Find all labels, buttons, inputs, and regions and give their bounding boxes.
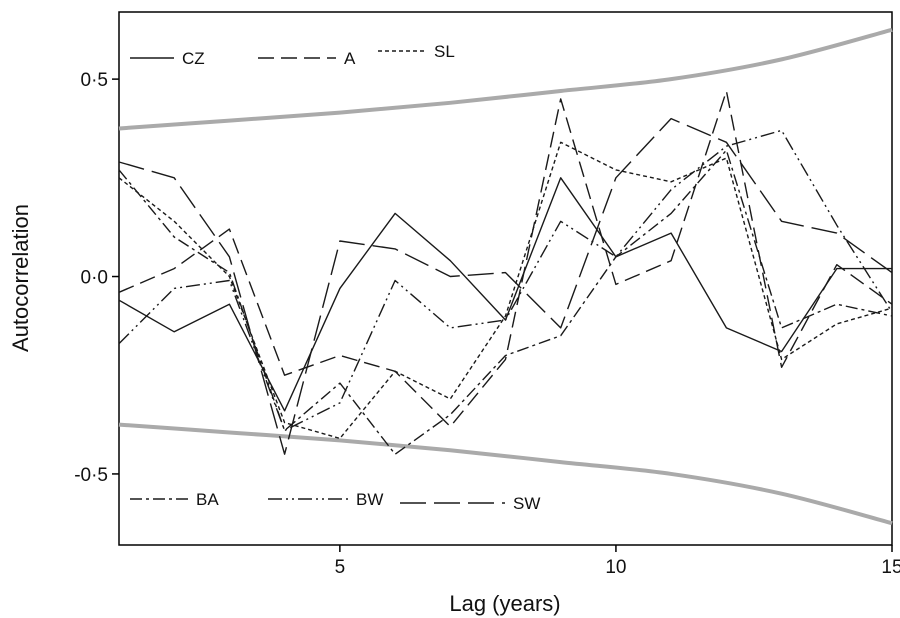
confidence-band-lower bbox=[118, 422, 893, 526]
axis-ticks: 5 10 15 0·5 0·0 -0·5 bbox=[74, 70, 900, 578]
series-line-a bbox=[118, 90, 893, 428]
x-axis-title: Lag (years) bbox=[449, 591, 560, 616]
series-lines bbox=[118, 90, 893, 455]
legend-label-a: A bbox=[344, 49, 356, 68]
legend-label-sw: SW bbox=[513, 494, 540, 513]
legend-label-bw: BW bbox=[356, 490, 383, 509]
confidence-band bbox=[118, 27, 893, 526]
series-line-ba bbox=[118, 149, 893, 455]
x-tick-label: 15 bbox=[881, 557, 900, 578]
x-tick-label: 10 bbox=[605, 557, 626, 578]
y-tick-label: -0·5 bbox=[74, 465, 108, 486]
legend: CZ A SL BA BW SW bbox=[130, 42, 540, 513]
y-axis-title: Autocorrelation bbox=[8, 204, 33, 352]
x-tick-label: 5 bbox=[335, 557, 346, 578]
series-line-sw bbox=[118, 117, 893, 455]
y-tick-label: 0·0 bbox=[81, 268, 108, 289]
legend-label-sl: SL bbox=[434, 42, 455, 61]
legend-label-ba: BA bbox=[196, 490, 219, 509]
y-tick-label: 0·5 bbox=[81, 70, 108, 91]
series-line-sl bbox=[118, 141, 893, 440]
legend-label-cz: CZ bbox=[182, 49, 205, 68]
series-line-cz bbox=[118, 177, 892, 412]
confidence-band-upper bbox=[118, 27, 893, 131]
plot-frame bbox=[118, 11, 893, 546]
series-line-bw bbox=[118, 129, 893, 432]
